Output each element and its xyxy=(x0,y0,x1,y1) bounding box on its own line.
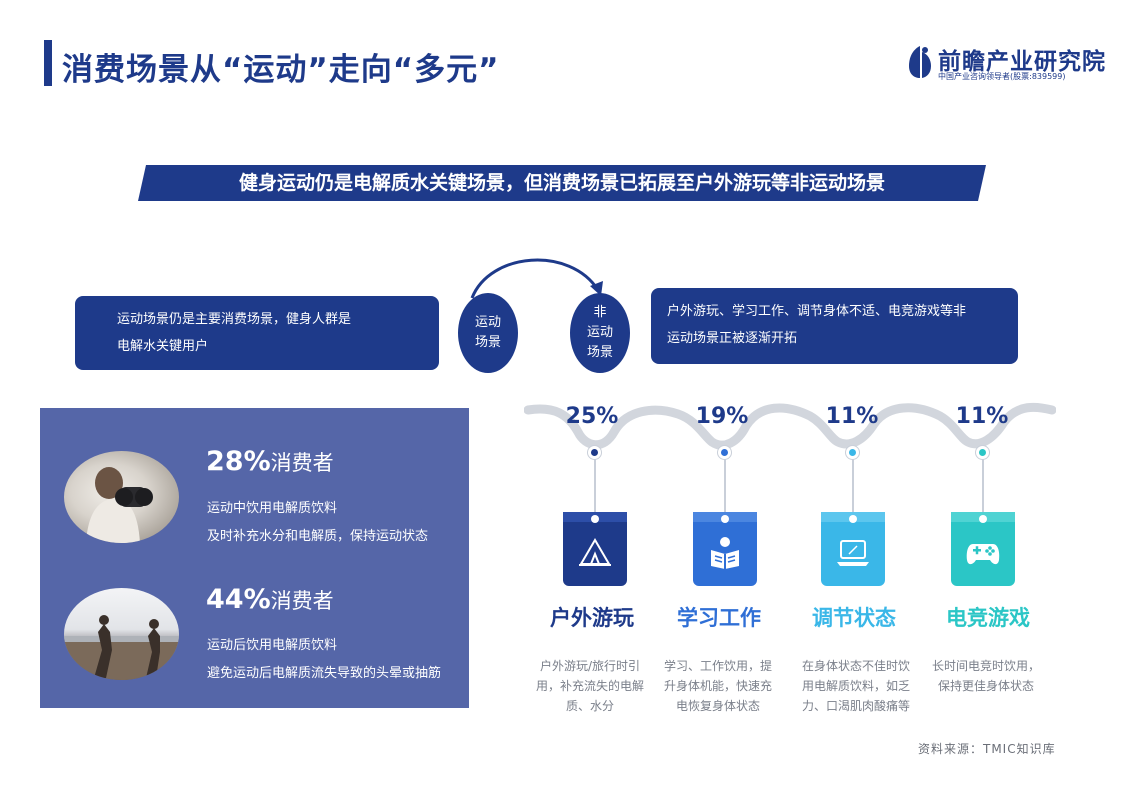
category-description: 学习、工作饮用，提 升身体机能，快速充 电恢复身体状态 xyxy=(658,656,778,716)
category-node xyxy=(846,446,859,459)
headline-banner: 健身运动仍是电解质水关键场景，但消费场景已拓展至户外游玩等非运动场景 xyxy=(138,165,986,201)
stat-description: 避免运动后电解质流失导致的头晕或抽筋 xyxy=(207,666,442,681)
category-percent: 11% xyxy=(825,404,879,429)
fitness-photo xyxy=(64,451,179,543)
category-node xyxy=(976,446,989,459)
stat-percent-value: 28% xyxy=(206,446,271,477)
category-stem xyxy=(724,452,726,518)
description-line: 用，补充流失的电解 xyxy=(535,679,644,693)
category-description: 户外游玩/旅行时引 用，补充流失的电解 质、水分 xyxy=(530,656,650,716)
stat-percent-value: 44% xyxy=(206,584,271,615)
description-line: 用电解质饮料，如乏 xyxy=(801,679,910,693)
title-accent-bar xyxy=(44,40,52,86)
category-stem xyxy=(982,452,984,518)
sport-scene-line: 运动场景仍是主要消费场景，健身人群是 xyxy=(117,312,352,327)
reading-icon xyxy=(711,537,739,569)
description-line: 学习、工作饮用，提 xyxy=(663,659,772,673)
category-percent: 19% xyxy=(695,404,749,429)
stat-description: 及时补充水分和电解质，保持运动状态 xyxy=(207,529,429,544)
category-title: 学习工作 xyxy=(677,606,761,630)
category-title: 户外游玩 xyxy=(550,606,634,630)
stat-percent-unit: 消费者 xyxy=(270,451,334,475)
logo-name: 前瞻产业研究院 xyxy=(938,49,1106,75)
page-title: 消费场景从“运动”走向“多元” xyxy=(62,52,500,88)
transition-arrow-icon xyxy=(470,258,603,299)
circle-label: 场景 xyxy=(586,345,613,360)
circle-label: 运动 xyxy=(474,315,501,330)
category-title: 调节状态 xyxy=(812,606,896,630)
description-line: 升身体机能，快速充 xyxy=(663,679,772,693)
description-line: 户外游玩/旅行时引 xyxy=(539,659,641,673)
description-line: 在身体状态不佳时饮 xyxy=(801,659,910,673)
logo-tagline: 中国产业咨询领导者(股票:839599) xyxy=(938,72,1066,81)
stat-percent: 44%消费者 xyxy=(206,584,334,615)
category-description: 在身体状态不佳时饮 用电解质饮料，如乏 力、口渴肌肉酸痛等 xyxy=(796,656,916,716)
laptop-icon xyxy=(837,540,869,566)
non-sport-scene-circle: 非 运动 场景 xyxy=(570,293,630,373)
gamepad-icon xyxy=(966,544,1000,565)
circle-label: 场景 xyxy=(474,335,501,350)
non-sport-scene-line: 户外游玩、学习工作、调节身体不适、电竞游戏等非 xyxy=(667,304,967,319)
stat-percent: 28%消费者 xyxy=(206,446,334,477)
non-sport-scene-box: 户外游玩、学习工作、调节身体不适、电竞游戏等非 运动场景正被逐渐开拓 xyxy=(651,288,1018,364)
logo-icon xyxy=(909,46,931,78)
stat-description: 运动中饮用电解质饮料 xyxy=(207,501,338,516)
stat-percent-unit: 消费者 xyxy=(270,589,334,613)
sport-scene-line: 电解水关键用户 xyxy=(117,339,209,354)
category-node xyxy=(588,446,601,459)
circle-label: 非 xyxy=(593,305,607,320)
description-line: 保持更佳身体状态 xyxy=(937,679,1034,693)
description-line: 质、水分 xyxy=(565,699,614,713)
category-title: 电竞游戏 xyxy=(946,606,1030,630)
description-line: 长时间电竞时饮用， xyxy=(931,659,1040,673)
wave-connector xyxy=(524,402,1056,450)
description-line: 电恢复身体状态 xyxy=(675,699,760,713)
category-stem xyxy=(594,452,596,518)
tent-icon xyxy=(579,538,611,566)
headline-text: 健身运动仍是电解质水关键场景，但消费场景已拓展至户外游玩等非运动场景 xyxy=(238,172,885,194)
category-card xyxy=(821,512,885,586)
category-description: 长时间电竞时饮用， 保持更佳身体状态 xyxy=(926,656,1046,696)
stat-description: 运动后饮用电解质饮料 xyxy=(207,638,338,653)
running-photo xyxy=(64,588,179,680)
category-card xyxy=(693,512,757,586)
category-node xyxy=(718,446,731,459)
description-line: 力、口渴肌肉酸痛等 xyxy=(801,699,910,713)
sport-scene-circle: 运动 场景 xyxy=(458,293,518,373)
category-stem xyxy=(852,452,854,518)
source-note: 资料来源：TMIC知识库 xyxy=(918,742,1056,756)
non-sport-scene-line: 运动场景正被逐渐开拓 xyxy=(667,331,798,346)
category-card xyxy=(563,512,627,586)
sport-scene-box: 运动场景仍是主要消费场景，健身人群是 电解水关键用户 xyxy=(75,296,439,370)
company-logo: 前瞻产业研究院 中国产业咨询领导者(股票:839599) xyxy=(906,42,1105,86)
circle-label: 运动 xyxy=(586,325,613,340)
category-percent: 11% xyxy=(955,404,1009,429)
category-percent: 25% xyxy=(565,404,619,429)
category-card xyxy=(951,512,1015,586)
